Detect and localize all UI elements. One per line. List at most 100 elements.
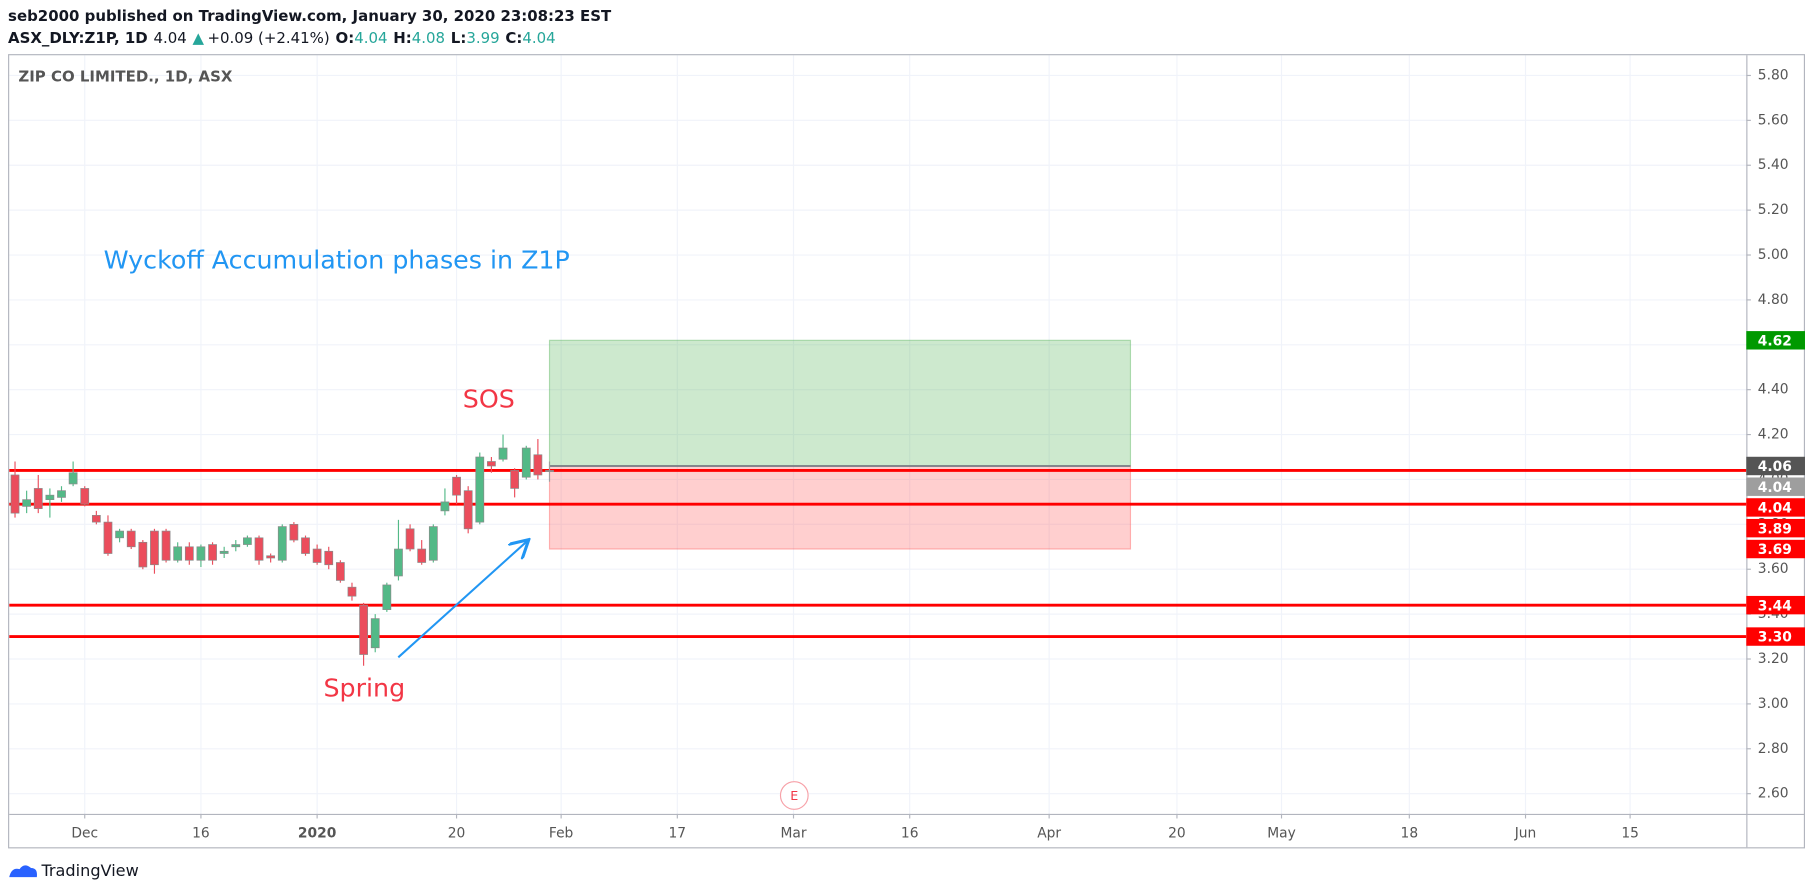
sos-label: SOS bbox=[463, 384, 515, 414]
candle-body bbox=[510, 470, 520, 489]
byline: seb2000 published on TradingView.com, Ja… bbox=[8, 7, 612, 25]
chart-title: ZIP CO LIMITED., 1D, ASX bbox=[18, 68, 232, 86]
price-tag bbox=[1746, 331, 1805, 350]
candle-body bbox=[10, 474, 20, 514]
loss-zone bbox=[548, 465, 1132, 550]
candle-body bbox=[115, 530, 124, 539]
price-tag-label: 3.44 bbox=[1758, 598, 1792, 614]
candle-body bbox=[91, 515, 101, 523]
candle-body bbox=[277, 526, 287, 561]
plot bbox=[9, 55, 1747, 814]
price-tag-label: 4.06 bbox=[1758, 459, 1792, 475]
price-tag-label: 3.69 bbox=[1758, 542, 1792, 558]
candle-body bbox=[359, 604, 368, 655]
candle-body bbox=[487, 461, 496, 467]
y-tick-label: 3.20 bbox=[1758, 651, 1789, 667]
candle-body bbox=[208, 544, 217, 561]
x-tick-label: Feb bbox=[549, 825, 573, 841]
candle-body bbox=[150, 530, 159, 566]
y-tick-label: 2.80 bbox=[1758, 741, 1789, 757]
candle-body bbox=[521, 447, 531, 478]
h-value: 4.08 bbox=[412, 28, 445, 46]
x-tick-label: 16 bbox=[192, 825, 210, 841]
symbol: ASX_DLY:Z1P, 1D bbox=[8, 28, 148, 46]
spring-label: Spring bbox=[323, 673, 405, 703]
candle-body bbox=[219, 550, 229, 554]
x-tick-label: Dec bbox=[71, 825, 98, 841]
candle-body bbox=[243, 537, 252, 545]
candle-body bbox=[545, 470, 554, 472]
symbol-line: ASX_DLY:Z1P, 1D 4.04 ▲ +0.09 (+2.41%) O:4.04… bbox=[8, 28, 556, 46]
candle-body bbox=[335, 562, 345, 581]
brand[interactable]: TradingView bbox=[40, 861, 138, 880]
price-tag bbox=[1746, 498, 1805, 517]
candle-body bbox=[161, 530, 171, 561]
price-tag bbox=[1746, 627, 1805, 646]
x-tick-label: May bbox=[1267, 825, 1296, 841]
brand-logo bbox=[9, 865, 38, 878]
price-tag-label: 4.04 bbox=[1758, 480, 1792, 496]
price-tag bbox=[1746, 518, 1805, 538]
x-tick-label: Mar bbox=[780, 825, 806, 841]
y-tick-label: 5.40 bbox=[1758, 157, 1789, 173]
price-tag-label: 3.30 bbox=[1758, 630, 1792, 646]
x-tick-label: Jun bbox=[1514, 825, 1537, 841]
y-tick-label: 3.00 bbox=[1758, 696, 1789, 712]
candle-body bbox=[45, 494, 55, 501]
candle-body bbox=[417, 548, 427, 563]
candle-body bbox=[382, 584, 392, 610]
candle-body bbox=[266, 555, 276, 559]
y-tick-label: 5.00 bbox=[1758, 247, 1789, 263]
candle-body bbox=[452, 476, 461, 496]
y-tick-label: 5.80 bbox=[1758, 67, 1789, 83]
c-value: 4.04 bbox=[522, 28, 555, 46]
price-tag-label: 4.62 bbox=[1758, 333, 1792, 349]
price-tag bbox=[1746, 456, 1805, 476]
price-tag-label: 4.04 bbox=[1758, 501, 1792, 517]
candle-body bbox=[231, 544, 241, 548]
x-tick-label: 16 bbox=[901, 825, 919, 841]
arrow bbox=[397, 541, 527, 659]
change-arrow: ▲ bbox=[193, 28, 205, 46]
frame bbox=[8, 54, 1805, 849]
candle-body bbox=[57, 490, 66, 498]
x-tick-label: 20 bbox=[1168, 825, 1186, 841]
price-tag-label: 3.89 bbox=[1758, 521, 1792, 537]
candle-body bbox=[312, 548, 322, 563]
l-value: 3.99 bbox=[466, 28, 499, 46]
candle-body bbox=[533, 454, 543, 476]
candle-body bbox=[475, 456, 485, 523]
candle-body bbox=[22, 499, 32, 507]
candle-body bbox=[428, 526, 438, 561]
candle-body bbox=[405, 528, 415, 550]
x-tick-label: 17 bbox=[669, 825, 687, 841]
profit-zone bbox=[548, 339, 1132, 467]
change: +0.09 (+2.41%) bbox=[207, 28, 329, 46]
candle-body bbox=[103, 521, 113, 554]
price-tag bbox=[1746, 539, 1805, 559]
candle-body bbox=[80, 488, 90, 505]
c-label: C: bbox=[505, 28, 522, 46]
x-tick-label: 20 bbox=[448, 825, 466, 841]
candle-body bbox=[173, 546, 183, 561]
earnings-icon[interactable] bbox=[779, 781, 809, 810]
x-tick-label: Apr bbox=[1037, 825, 1061, 841]
h-label: H: bbox=[393, 28, 412, 46]
o-label: O: bbox=[335, 28, 354, 46]
y-tick-label: 4.80 bbox=[1758, 292, 1789, 308]
x-tick-label: 15 bbox=[1621, 825, 1639, 841]
candle-body bbox=[394, 548, 403, 577]
candle-body bbox=[463, 490, 473, 530]
candle-body bbox=[498, 447, 508, 460]
candle-body bbox=[289, 523, 299, 541]
price-tag bbox=[1746, 595, 1805, 615]
candle-body bbox=[324, 550, 334, 566]
price-tag bbox=[1746, 477, 1805, 496]
o-value: 4.04 bbox=[354, 28, 387, 46]
price: 4.04 bbox=[153, 28, 186, 46]
earnings-label[interactable]: E bbox=[790, 788, 798, 803]
y-tick-label: 2.60 bbox=[1758, 786, 1789, 802]
y-tick-label: 4.20 bbox=[1758, 427, 1789, 443]
